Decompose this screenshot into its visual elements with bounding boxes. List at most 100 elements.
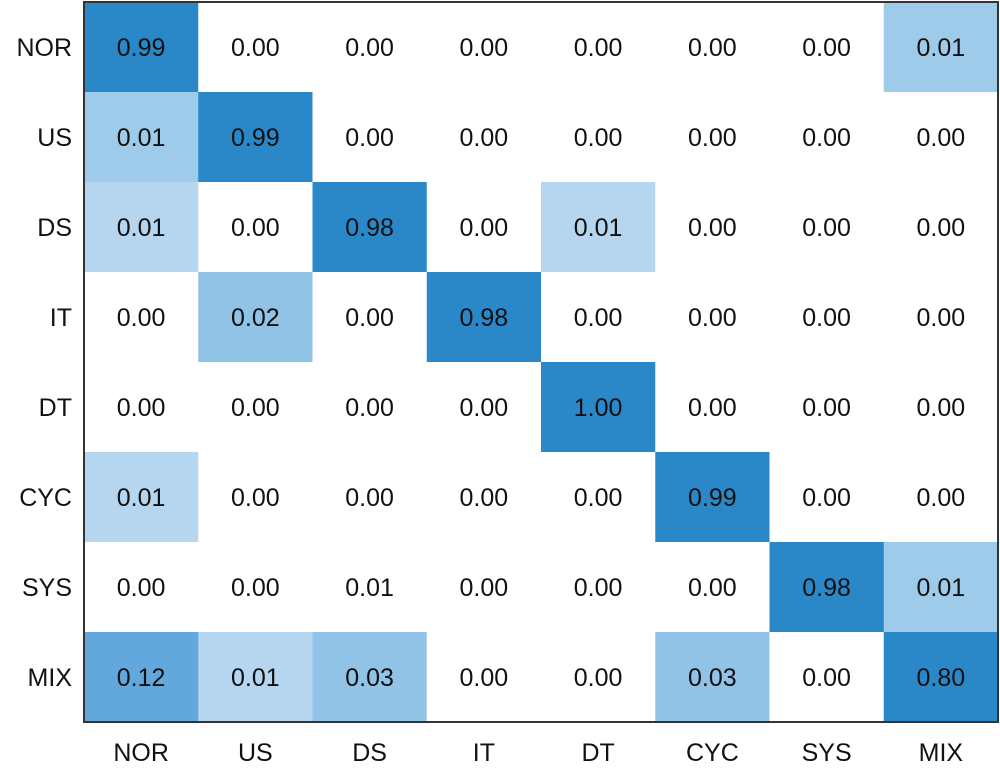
heatmap-cell [655,542,770,633]
heatmap-cell [198,272,313,363]
cell-value-label: 0.03 [688,664,737,692]
cell-value-label: 0.00 [917,124,966,152]
cell-value-label: 0.00 [460,124,509,152]
cell-value-label: 0.00 [688,394,737,422]
heatmap-cell [426,2,542,93]
heatmap-cell [655,2,770,93]
heatmap-cell [541,362,656,453]
heatmap-cell [541,92,656,183]
cell-value-label: 0.00 [231,574,280,602]
cell-value-label: 0.00 [345,124,394,152]
heatmap-cell [426,632,542,723]
cell-value-label: 0.01 [345,574,394,602]
row-tick-label: IT [50,304,72,332]
cell-value-label: 0.00 [688,304,737,332]
heatmap-cell [426,452,542,543]
heatmap-cell [84,542,199,633]
heatmap-cell [769,362,885,453]
heatmap-cell [769,92,885,183]
cell-value-label: 0.01 [574,214,623,242]
heatmap-cell [312,182,428,273]
heatmap-cell [426,362,542,453]
cell-value-label: 0.00 [231,214,280,242]
heatmap-cell [655,632,770,723]
cell-value-label: 0.00 [345,304,394,332]
cell-value-label: 0.00 [802,664,851,692]
cell-value-label: 0.00 [460,34,509,62]
heatmap-cell [312,362,428,453]
heatmap-cell [883,362,999,453]
cell-value-label: 0.00 [802,34,851,62]
cell-value-label: 0.01 [231,664,280,692]
heatmap-cell [655,92,770,183]
heatmap-cell [312,92,428,183]
heatmap-cell [883,2,999,93]
cell-value-label: 0.00 [917,394,966,422]
cell-value-label: 0.00 [802,394,851,422]
heatmap-cell [769,452,885,543]
cell-value-label: 0.01 [117,484,166,512]
heatmap-cell [198,362,313,453]
column-tick-label: CYC [686,739,739,767]
column-tick-label: DT [581,739,614,767]
cell-value-label: 0.00 [574,304,623,332]
cell-value-label: 0.00 [574,34,623,62]
heatmap-cell [655,182,770,273]
heatmap-cell [541,272,656,363]
cell-value-label: 0.80 [917,664,966,692]
row-tick-label: MIX [28,664,73,692]
cell-value-label: 0.00 [460,214,509,242]
heatmap-cell [198,2,313,93]
cell-value-label: 0.00 [802,124,851,152]
row-tick-label: US [37,124,72,152]
cell-value-label: 0.00 [117,304,166,332]
heatmap-cell [312,2,428,93]
cell-value-label: 0.00 [460,664,509,692]
heatmap-cell [84,2,199,93]
cell-value-label: 0.01 [117,214,166,242]
heatmap-cell [198,182,313,273]
cell-value-label: 0.99 [231,124,280,152]
row-tick-label: SYS [22,574,72,602]
heatmap-cell [84,272,199,363]
cell-value-label: 0.00 [117,574,166,602]
cell-value-label: 0.00 [574,664,623,692]
cell-value-label: 0.00 [345,34,394,62]
cell-value-label: 0.00 [802,304,851,332]
heatmap-cell [426,182,542,273]
heatmap-cell [198,452,313,543]
heatmap-cell [769,542,885,633]
heatmap-cell [883,182,999,273]
cell-value-label: 0.00 [345,484,394,512]
heatmap-cell [84,452,199,543]
cell-value-label: 0.00 [117,394,166,422]
heatmap-cell [198,632,313,723]
column-tick-label: IT [473,739,495,767]
cell-value-label: 0.12 [117,664,166,692]
cell-value-label: 0.99 [688,484,737,512]
cell-value-label: 0.98 [802,574,851,602]
cell-value-label: 0.00 [802,214,851,242]
cell-value-label: 0.00 [574,574,623,602]
heatmap-cell [541,182,656,273]
cell-value-label: 0.00 [460,394,509,422]
cell-value-label: 0.00 [231,394,280,422]
cell-value-label: 0.00 [574,484,623,512]
cell-value-label: 0.98 [345,214,394,242]
heatmap-cell [84,362,199,453]
heatmap-cell [541,632,656,723]
cell-value-label: 0.00 [231,484,280,512]
cell-value-label: 1.00 [574,394,623,422]
heatmap-cell [426,92,542,183]
row-tick-label: DT [39,394,72,422]
cell-value-label: 0.00 [802,484,851,512]
heatmap-cell [883,542,999,633]
heatmap-cell [312,632,428,723]
column-tick-label: US [238,739,273,767]
cell-value-label: 0.00 [917,304,966,332]
cell-value-label: 0.00 [231,34,280,62]
heatmap-cell [312,542,428,633]
row-tick-label: DS [37,214,72,242]
cell-value-label: 0.00 [345,394,394,422]
